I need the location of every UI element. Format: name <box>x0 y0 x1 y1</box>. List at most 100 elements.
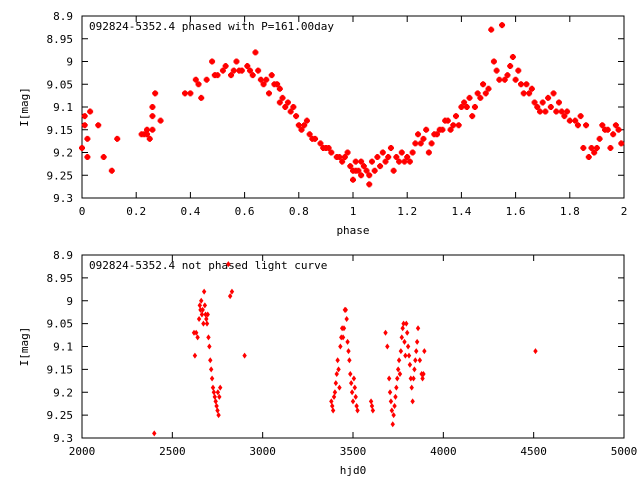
data-point <box>574 122 581 129</box>
data-point <box>401 158 408 165</box>
x-axis-label: hjd0 <box>340 464 367 477</box>
data-point <box>157 117 164 124</box>
data-point <box>352 158 359 165</box>
data-point <box>392 402 397 409</box>
data-point <box>213 398 218 405</box>
data-point <box>351 375 357 382</box>
data-point <box>348 380 354 387</box>
data-point <box>618 140 625 147</box>
data-point <box>482 90 489 97</box>
data-point <box>193 329 199 336</box>
y-tick-label: 9.15 <box>47 363 74 376</box>
x-tick-label: 2500 <box>159 445 186 458</box>
data-point <box>411 375 416 382</box>
x-tick-label: 0.6 <box>235 205 255 218</box>
data-point <box>353 393 358 400</box>
y-tick-label: 9.05 <box>47 318 74 331</box>
data-point <box>355 167 362 174</box>
data-point <box>461 99 468 106</box>
data-point <box>290 104 297 110</box>
data-point <box>477 94 484 101</box>
data-point <box>192 352 198 359</box>
x-axis-label: phase <box>336 224 369 237</box>
x-tick-label: 4500 <box>520 445 547 458</box>
data-point <box>397 370 403 377</box>
data-point <box>146 135 153 142</box>
data-point <box>249 72 256 79</box>
data-point <box>195 334 200 341</box>
data-point <box>420 135 427 142</box>
data-point <box>215 389 221 396</box>
data-point <box>149 113 156 120</box>
data-point <box>401 320 406 327</box>
data-point <box>566 117 573 124</box>
data-point <box>466 94 473 101</box>
data-point <box>331 393 337 400</box>
data-point <box>197 302 202 309</box>
data-point <box>396 158 403 165</box>
data-point <box>607 144 614 151</box>
data-point <box>504 72 511 79</box>
x-tick-label: 1.6 <box>506 205 526 218</box>
data-point <box>371 167 378 174</box>
data-point <box>345 338 350 345</box>
data-point <box>383 329 388 336</box>
y-tick-label: 9.1 <box>53 101 73 114</box>
data-point <box>396 357 402 364</box>
y-tick-label: 9.2 <box>53 147 73 160</box>
data-point <box>499 22 506 29</box>
data-point <box>347 357 352 364</box>
data-point <box>217 393 222 400</box>
data-point <box>395 375 400 382</box>
data-point <box>400 325 405 332</box>
data-point <box>366 172 373 179</box>
data-point <box>341 325 347 332</box>
x-tick-label: 1.4 <box>451 205 471 218</box>
data-point <box>507 63 514 70</box>
data-point <box>325 144 332 151</box>
data-point <box>488 26 495 33</box>
data-point <box>577 113 584 120</box>
unphased-light-curve-chart: 2000 2500 3000 3500 4000 4500 5000 8.9 8.95 9 9.05… <box>18 249 637 477</box>
data-point <box>463 104 470 110</box>
data-point <box>471 104 478 110</box>
data-point <box>404 154 411 161</box>
data-point <box>152 90 159 97</box>
data-point <box>496 76 503 83</box>
data-point <box>192 76 199 83</box>
x-tick-label: 0.2 <box>126 205 146 218</box>
x-tick-label: 3000 <box>249 445 276 458</box>
data-point <box>585 154 592 161</box>
data-point <box>328 149 335 156</box>
data-point <box>201 288 207 295</box>
data-point <box>257 76 264 83</box>
data-point <box>227 293 233 300</box>
data-point <box>580 144 587 151</box>
y-tick-label: 9.25 <box>47 169 74 182</box>
data-point <box>379 149 386 156</box>
data-point <box>422 348 427 355</box>
data-point <box>265 90 272 97</box>
data-point <box>301 122 308 129</box>
data-point <box>420 375 425 382</box>
data-point <box>203 76 210 83</box>
data-point <box>390 421 395 428</box>
data-point <box>329 398 334 405</box>
x-tick-label: 1.8 <box>560 205 580 218</box>
x-tick-label: 0.4 <box>180 205 200 218</box>
data-point <box>233 58 240 65</box>
data-point <box>204 320 210 327</box>
data-point <box>274 81 281 88</box>
data-point <box>412 140 419 147</box>
y-tick-label: 9.15 <box>47 124 74 137</box>
data-point <box>181 90 188 97</box>
data-point <box>350 398 356 405</box>
y-tick-label: 9.25 <box>47 409 74 422</box>
data-point <box>222 63 229 70</box>
data-point <box>610 131 617 138</box>
data-point <box>615 126 622 133</box>
data-point <box>515 67 522 74</box>
data-point <box>335 357 340 364</box>
chart-title: 092824-5352.4 not phased light curve <box>89 259 327 272</box>
data-point <box>536 108 543 115</box>
